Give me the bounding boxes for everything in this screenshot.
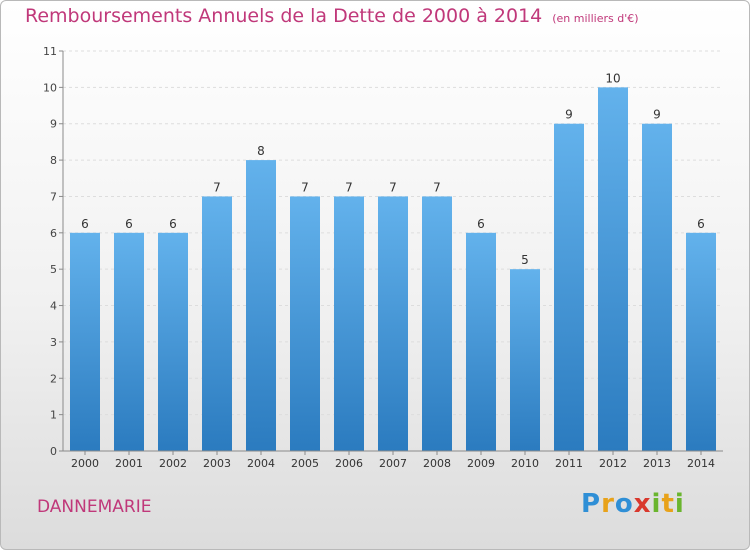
y-tick-label: 0 [50, 445, 57, 458]
x-tick-label: 2007 [379, 457, 407, 470]
bar-value-label: 6 [697, 217, 705, 231]
chart-title-text: Remboursements Annuels de la Dette de 20… [25, 5, 543, 27]
labels-layer: 6 2000 6 2001 6 2002 7 2003 8 2004 7 2005 7 2006 7 2007… [71, 71, 715, 470]
logo-letter: o [614, 489, 634, 519]
y-tick-label: 11 [43, 45, 57, 58]
bar [466, 232, 496, 451]
logo-letter: i [651, 489, 662, 519]
x-tick-label: 2003 [203, 457, 231, 470]
y-tick-label: 3 [50, 336, 57, 349]
bar-value-label: 10 [605, 71, 620, 85]
logo-letter: i [674, 489, 685, 519]
bars-layer [70, 87, 716, 452]
bar [686, 232, 716, 451]
y-tick-label: 7 [50, 190, 57, 203]
bar-value-label: 7 [389, 180, 397, 194]
bar-value-label: 9 [653, 108, 661, 122]
bar-value-label: 6 [81, 217, 89, 231]
bar [642, 123, 672, 452]
bar-value-label: 7 [345, 180, 353, 194]
logo-letter: x [633, 489, 652, 519]
bar-value-label: 7 [301, 180, 309, 194]
x-tick-label: 2001 [115, 457, 143, 470]
y-tick-label: 10 [43, 81, 57, 94]
axis-layer: 0 1 2 3 4 5 6 7 8 9 10 11 [43, 45, 723, 458]
x-tick-label: 2010 [511, 457, 539, 470]
bar-value-label: 7 [213, 180, 221, 194]
bar-value-label: 5 [521, 253, 529, 267]
proxiti-logo: Proxiti [581, 489, 685, 519]
bar-value-label: 6 [169, 217, 177, 231]
x-tick-label: 2011 [555, 457, 583, 470]
bar [202, 196, 232, 451]
chart-title: Remboursements Annuels de la Dette de 20… [25, 5, 639, 27]
x-tick-label: 2006 [335, 457, 363, 470]
bar [598, 87, 628, 451]
logo-letter: t [661, 489, 675, 519]
bar [422, 196, 452, 451]
bar-value-label: 9 [565, 108, 573, 122]
y-tick-label: 6 [50, 227, 57, 240]
logo-letter: P [581, 489, 602, 519]
bar-value-label: 6 [477, 217, 485, 231]
bar [158, 232, 188, 451]
bar [70, 232, 100, 451]
bar-value-label: 7 [433, 180, 441, 194]
y-tick-label: 9 [50, 118, 57, 131]
x-tick-label: 2002 [159, 457, 187, 470]
bar [378, 196, 408, 451]
bar [510, 269, 540, 451]
y-tick-label: 2 [50, 372, 57, 385]
bar [290, 196, 320, 451]
x-tick-label: 2012 [599, 457, 627, 470]
y-tick-label: 5 [50, 263, 57, 276]
bar [554, 123, 584, 452]
x-tick-label: 2000 [71, 457, 99, 470]
x-tick-label: 2009 [467, 457, 495, 470]
y-tick-label: 1 [50, 409, 57, 422]
bar [334, 196, 364, 451]
bar-value-label: 8 [257, 144, 265, 158]
x-tick-label: 2014 [687, 457, 715, 470]
bar-value-label: 6 [125, 217, 133, 231]
y-tick-label: 4 [50, 300, 57, 313]
bar [246, 160, 276, 451]
bar [114, 232, 144, 451]
chart-unit: (en milliers d'€) [552, 12, 639, 25]
x-tick-label: 2013 [643, 457, 671, 470]
logo-letter: r [601, 489, 615, 519]
city-name: DANNEMARIE [37, 497, 152, 517]
x-tick-label: 2004 [247, 457, 275, 470]
x-tick-label: 2008 [423, 457, 451, 470]
y-tick-label: 8 [50, 154, 57, 167]
x-tick-label: 2005 [291, 457, 319, 470]
